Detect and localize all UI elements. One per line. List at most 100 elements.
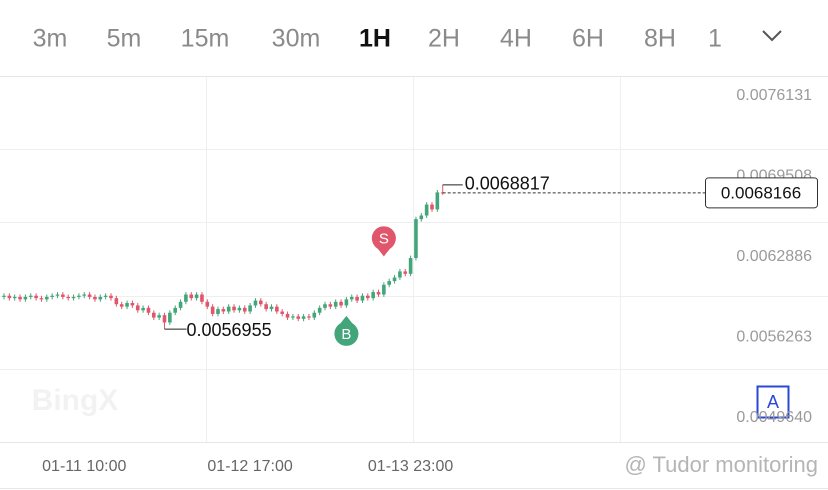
candle-body — [419, 215, 424, 220]
candle-body — [45, 296, 49, 300]
candle-body — [7, 295, 12, 299]
signal-marker — [334, 321, 359, 346]
candle-body — [280, 311, 284, 314]
candle-body — [173, 307, 177, 313]
candle-body — [61, 294, 65, 297]
candle-body — [360, 295, 365, 301]
x-tick-label: 01-13 23:00 — [368, 458, 454, 475]
candle-body — [253, 300, 258, 306]
candle-body — [87, 294, 92, 297]
expand-chevron[interactable] — [762, 30, 782, 42]
timeframe-tab[interactable]: 15m — [181, 25, 230, 53]
x-tick-label: 01-12 17:00 — [207, 458, 293, 475]
candle-body — [242, 307, 247, 312]
candle-body — [269, 306, 274, 310]
candle-body — [307, 316, 311, 318]
candle-body — [114, 298, 119, 305]
indicator-label[interactable]: A — [767, 392, 779, 412]
candle-body — [312, 312, 317, 318]
candle-body — [34, 295, 38, 299]
candle-body — [109, 295, 113, 299]
indicator-button[interactable] — [756, 385, 790, 419]
candle-body — [344, 299, 349, 306]
candle-body — [366, 295, 370, 299]
candle-body — [125, 303, 129, 307]
credit: @ Tudor monitoring — [624, 452, 818, 477]
candle-body — [408, 258, 413, 274]
candle-body — [296, 316, 301, 319]
timeframe-tab[interactable]: 3m — [33, 25, 68, 53]
candle-body — [435, 192, 440, 210]
candle-body — [184, 294, 188, 302]
candle-body — [205, 301, 210, 307]
candle-body — [301, 316, 306, 319]
candle-body — [349, 296, 354, 300]
candle-body — [210, 306, 215, 314]
candle-body — [232, 306, 236, 311]
timeframe-tab[interactable]: 5m — [107, 25, 142, 53]
candle-body — [216, 309, 220, 314]
timeframe-tab[interactable]: 8H — [644, 25, 676, 53]
candle-body — [77, 295, 81, 297]
candle-body — [152, 312, 156, 318]
candle-body — [39, 298, 44, 300]
candle-body — [82, 294, 87, 296]
candle-body — [162, 315, 167, 323]
timeframe-tab[interactable]: 4H — [500, 25, 532, 53]
candle-body — [317, 307, 322, 313]
candle-body — [98, 296, 103, 300]
timeframe-tab[interactable]: 6H — [572, 25, 604, 53]
candle-body — [103, 295, 108, 297]
signal-pointer — [338, 315, 355, 326]
candle-body — [18, 296, 22, 300]
signal-pointer — [375, 246, 392, 257]
candle-body — [398, 271, 402, 278]
candle-body — [392, 277, 397, 282]
y-tick-label: 0.0056263 — [736, 329, 812, 346]
candle-body — [275, 306, 279, 312]
candle-body — [71, 296, 76, 299]
candle-body — [28, 295, 33, 297]
last-price: 0.0068166 — [721, 183, 801, 202]
signal-label: S — [379, 230, 389, 247]
candle-body — [146, 307, 151, 313]
low-label: 0.0056955 — [187, 320, 272, 340]
watermark: BingX — [32, 384, 119, 417]
candle-body — [135, 305, 140, 311]
candle-body — [2, 295, 6, 297]
candle-body — [333, 301, 338, 307]
candle-body — [403, 271, 408, 274]
candle-body — [291, 316, 295, 318]
timeframe-tab[interactable]: 1H — [359, 25, 391, 53]
candle-body — [414, 219, 418, 259]
candle-body — [66, 296, 70, 299]
candle-body — [200, 294, 204, 302]
candle-body — [328, 304, 333, 307]
y-tick-label: 0.0076131 — [736, 87, 812, 104]
candle-body — [226, 306, 231, 312]
timeframe-tab[interactable]: 1 — [708, 25, 722, 53]
y-tick-label: 0.0049640 — [736, 409, 812, 426]
candle-body — [119, 304, 124, 307]
timeframe-tab[interactable]: 2H — [428, 25, 460, 53]
candle-body — [50, 295, 54, 297]
candle-body — [55, 294, 60, 296]
grid — [0, 77, 828, 442]
candle-body — [424, 204, 429, 216]
signal-marker — [371, 226, 396, 251]
timeframe-tab[interactable]: 30m — [272, 25, 321, 53]
signal-label: B — [341, 326, 351, 343]
candle-body — [339, 301, 343, 306]
candle-body — [248, 305, 252, 312]
candle-body — [285, 313, 290, 318]
candle-body — [194, 294, 199, 299]
candle-body — [237, 307, 242, 311]
candle-body — [168, 312, 172, 323]
candle-body — [130, 303, 135, 306]
candle-body — [221, 309, 226, 312]
candle-body — [323, 304, 327, 308]
candle-body — [189, 294, 194, 299]
y-tick-label: 0.0062886 — [736, 248, 812, 265]
candle-body — [12, 296, 17, 299]
